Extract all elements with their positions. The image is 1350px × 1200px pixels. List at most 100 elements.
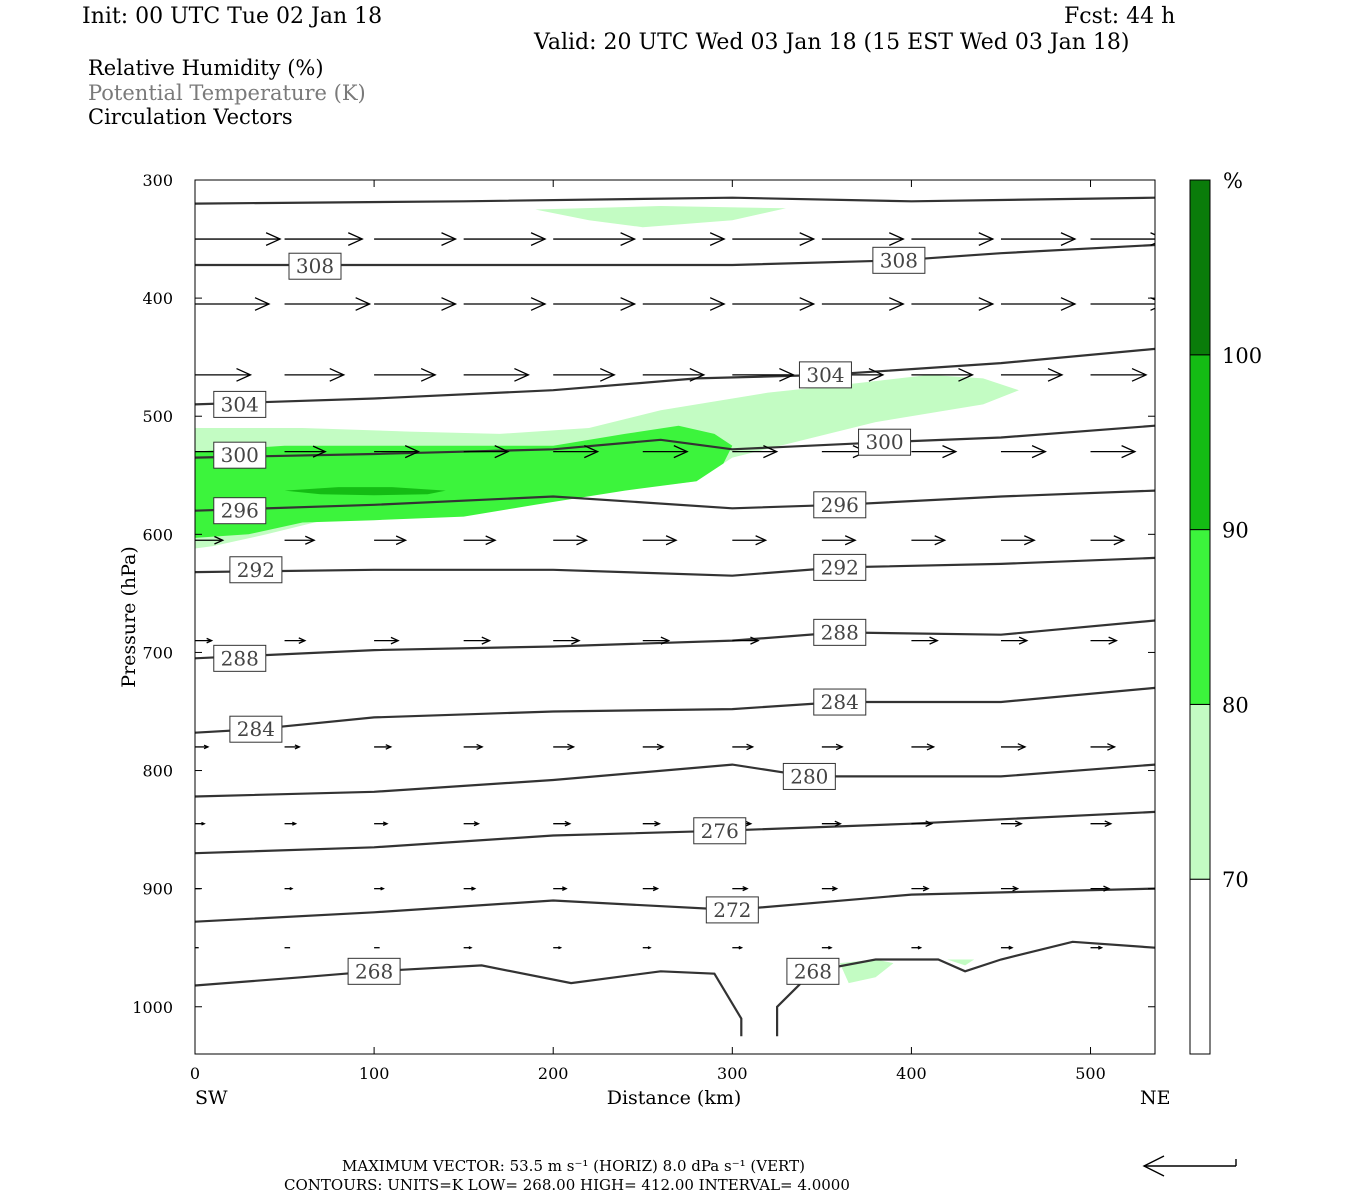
wind-vector bbox=[374, 886, 385, 891]
wind-vector-head bbox=[763, 445, 779, 459]
y-tick-label: 800 bbox=[142, 762, 173, 781]
wind-vector-head bbox=[468, 946, 473, 950]
wind-vector-head bbox=[385, 744, 393, 750]
contour-label-300: 300 bbox=[221, 443, 259, 467]
contour-label-304: 304 bbox=[221, 392, 259, 416]
theta-contour-276 bbox=[195, 810, 1155, 855]
wind-vector bbox=[642, 820, 661, 827]
wind-vector bbox=[553, 232, 637, 246]
wind-vector bbox=[1090, 820, 1113, 828]
wind-vector-head bbox=[934, 535, 947, 546]
wind-vector-head bbox=[652, 886, 660, 892]
wind-vector-head bbox=[473, 821, 481, 827]
wind-vector-head bbox=[530, 297, 547, 311]
wind-vector-head bbox=[305, 535, 316, 545]
wind-vector-head bbox=[831, 886, 839, 892]
wind-vector bbox=[374, 535, 408, 546]
x-tick-label: 400 bbox=[896, 1064, 927, 1083]
wind-vector-head bbox=[888, 232, 905, 246]
contour-label-box bbox=[872, 246, 926, 274]
wind-vector-head bbox=[1008, 945, 1014, 950]
wind-vector-head bbox=[265, 232, 282, 246]
wind-vector-head bbox=[420, 367, 437, 382]
contour-label-box bbox=[229, 556, 283, 584]
rh-region-70-80 bbox=[535, 206, 786, 228]
wind-vector-head bbox=[665, 535, 678, 546]
wind-vector bbox=[642, 297, 726, 311]
theta-contour-288 bbox=[195, 619, 1155, 660]
theta-contour-308 bbox=[195, 243, 1155, 267]
contour-label-box bbox=[813, 553, 867, 581]
wind-vector-head bbox=[958, 367, 975, 382]
wind-vector bbox=[374, 636, 400, 645]
rh-region-90-100 bbox=[284, 487, 446, 496]
wind-vector bbox=[374, 232, 458, 246]
wind-vector bbox=[1000, 367, 1064, 382]
wind-vector-head bbox=[571, 636, 581, 645]
footer-max-vector: MAXIMUM VECTOR: 53.5 m s⁻¹ (HORIZ) 8.0 d… bbox=[342, 1157, 805, 1175]
wind-vector bbox=[1000, 297, 1077, 311]
wind-vector-head bbox=[294, 744, 301, 750]
wind-vector-head bbox=[799, 232, 816, 246]
wind-vector bbox=[1090, 445, 1137, 459]
wind-vector bbox=[1090, 367, 1148, 382]
colorbar-segment bbox=[1189, 179, 1211, 356]
wind-vector bbox=[553, 445, 600, 459]
rh-region-70-80 bbox=[947, 959, 975, 966]
wind-vector bbox=[1090, 743, 1117, 751]
wind-vector-head bbox=[926, 743, 936, 751]
wind-vector bbox=[821, 820, 842, 827]
wind-vector bbox=[284, 445, 327, 458]
wind-vector-head bbox=[471, 886, 477, 891]
wind-vector-head bbox=[660, 636, 671, 645]
wind-vector-head bbox=[779, 367, 795, 382]
wind-vector-head bbox=[673, 445, 689, 459]
wind-vector-head bbox=[347, 232, 364, 246]
wind-vector-head bbox=[558, 946, 563, 950]
wind-vector-head bbox=[746, 743, 755, 751]
wind-vector-head bbox=[1108, 636, 1119, 645]
wind-vector-head bbox=[654, 820, 661, 827]
wind-vector-head bbox=[709, 297, 726, 311]
wind-vector bbox=[553, 820, 572, 827]
theta-contour-296 bbox=[195, 489, 1155, 512]
contour-label-box bbox=[813, 688, 867, 716]
wind-vector-head bbox=[1103, 885, 1111, 892]
wind-vector bbox=[732, 297, 816, 311]
wind-vector bbox=[732, 445, 779, 459]
contour-label-box bbox=[858, 428, 912, 456]
wind-vector-head bbox=[1060, 232, 1077, 246]
wind-vector-head bbox=[942, 445, 958, 459]
wind-vector-head bbox=[755, 535, 768, 546]
colorbar-segment bbox=[1189, 529, 1211, 705]
wind-vector bbox=[553, 886, 568, 891]
wind-vector bbox=[732, 367, 795, 382]
contour-label-308: 308 bbox=[880, 248, 918, 272]
valid-time: Valid: 20 UTC Wed 03 Jan 18 (15 EST Wed … bbox=[534, 30, 1130, 55]
y-tick-label: 1000 bbox=[132, 998, 173, 1017]
x-tick-label: 300 bbox=[717, 1064, 748, 1083]
contour-label-box bbox=[693, 817, 747, 845]
theta-contour-284 bbox=[195, 686, 1155, 734]
wind-vector bbox=[284, 637, 307, 644]
contour-label-276: 276 bbox=[701, 819, 739, 843]
wind-vector-head bbox=[292, 821, 298, 826]
colorbar-tick-label: 100 bbox=[1222, 344, 1262, 368]
rh-region-70-80 bbox=[839, 959, 894, 984]
contour-label-308: 308 bbox=[296, 254, 334, 278]
wind-vector bbox=[463, 821, 481, 827]
wind-vector bbox=[463, 636, 492, 645]
wind-vector bbox=[732, 743, 755, 751]
wind-vector-head bbox=[355, 297, 372, 311]
wind-vector bbox=[463, 886, 477, 891]
wind-vector-head bbox=[481, 636, 492, 645]
wind-vector bbox=[553, 367, 616, 382]
wind-vector-head bbox=[312, 445, 327, 458]
wind-vector-head bbox=[329, 367, 346, 382]
rh-region-80-90 bbox=[195, 425, 733, 538]
wind-vector-head bbox=[395, 535, 408, 546]
wind-vector bbox=[732, 886, 749, 892]
wind-vector bbox=[553, 946, 563, 950]
y-tick-label: 600 bbox=[142, 525, 173, 544]
